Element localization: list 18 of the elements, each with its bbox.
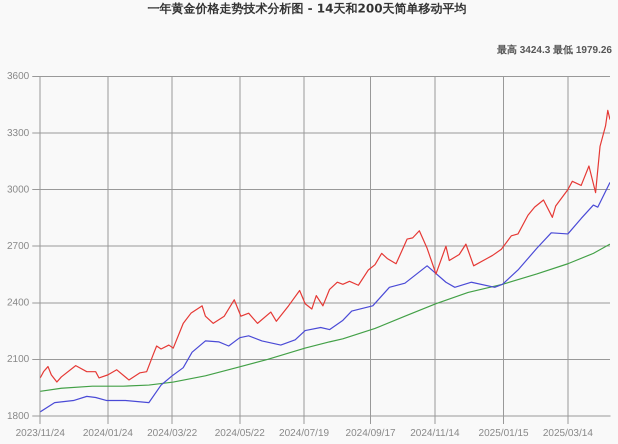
x-tick-label: 2025/03/14 <box>542 428 594 439</box>
y-tick-label: 3000 <box>6 184 30 196</box>
x-tick-label: 2023/11/24 <box>16 428 66 439</box>
x-tick-label: 2025/01/15 <box>478 428 530 439</box>
x-tick-label: 2024/11/14 <box>410 428 460 439</box>
y-tick-label: 3300 <box>6 128 30 139</box>
y-tick-label: 2700 <box>6 240 30 252</box>
y-tick-label: 1800 <box>6 410 30 422</box>
text: 最高 3424.3 最低 1979.26 <box>496 44 612 56</box>
x-tick-label: 2024/01/24 <box>82 428 134 439</box>
x-tick-label: 2024/09/17 <box>346 428 396 439</box>
y-tick-label: 3600 <box>6 71 30 82</box>
y-tick-label: 2400 <box>6 298 30 309</box>
y-tick-label: 2100 <box>6 354 30 366</box>
x-tick-label: 2024/07/19 <box>279 428 330 439</box>
chart-title: 一年黄金价格走势技术分析图 - 14天和200天简单移动平均 <box>147 1 467 16</box>
x-tick-label: 2024/05/22 <box>214 428 266 439</box>
x-tick-label: 2024/03/22 <box>147 428 198 439</box>
